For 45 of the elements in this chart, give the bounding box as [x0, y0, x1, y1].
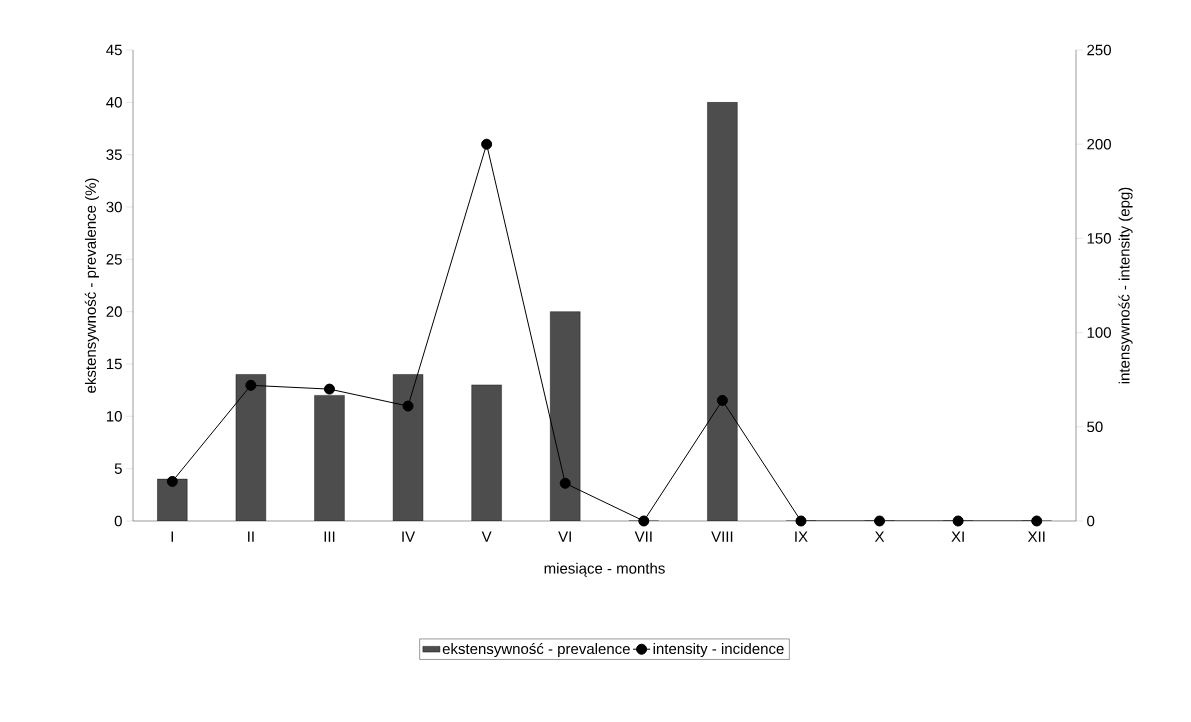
point — [1031, 515, 1043, 527]
x-tick-label: IV — [402, 531, 416, 542]
x-tick-label: I — [171, 531, 173, 542]
y2-axis-title: intensywność - intensity (epg) — [1118, 187, 1133, 384]
y-tick-label: 35 — [106, 149, 122, 160]
point — [716, 394, 728, 406]
x-tick-label: X — [874, 531, 885, 542]
y2-tick-label: 0 — [1087, 515, 1095, 527]
point — [874, 515, 886, 527]
y2-tick-label: 250 — [1087, 44, 1111, 56]
x-tick-label: VIII — [711, 531, 733, 542]
x-tick-label: II — [248, 531, 254, 542]
y-tick-label: 40 — [106, 97, 122, 108]
point — [245, 379, 257, 391]
y-tick-label: 30 — [106, 201, 122, 213]
x-tick-label: XII — [1027, 531, 1045, 542]
legend-label: ekstensywność - prevalence — [442, 642, 630, 658]
y-tick-label: 45 — [106, 44, 122, 56]
x-tick-label: VI — [558, 531, 571, 542]
y-axis-title: ekstensywność - prevalence (%) — [84, 178, 99, 393]
y-tick-label: 25 — [106, 254, 122, 265]
legend-label: intensity - incidence — [653, 643, 784, 657]
y2-tick-label: 100 — [1087, 327, 1111, 338]
y-tick-label: 20 — [106, 306, 122, 317]
y2-tick-label: 50 — [1087, 421, 1103, 433]
x-tick-label: V — [481, 531, 492, 542]
point — [402, 400, 414, 412]
y-tick-label: 5 — [114, 463, 122, 474]
x-tick-label: III — [324, 531, 335, 542]
point — [638, 515, 650, 527]
point — [952, 515, 964, 527]
x-tick-label: IX — [795, 531, 808, 542]
y-tick-label: 0 — [114, 515, 122, 527]
x-tick-label: XI — [951, 531, 964, 542]
y2-tick-label: 150 — [1087, 233, 1111, 244]
point — [559, 477, 571, 489]
point — [795, 515, 807, 527]
y-tick-label: 10 — [106, 411, 122, 422]
y-tick-label: 15 — [106, 358, 122, 370]
point — [166, 475, 178, 487]
x-tick-label: VII — [634, 531, 652, 542]
x-axis-title: miesiące - months — [544, 562, 665, 577]
y2-tick-label: 200 — [1087, 138, 1111, 150]
point — [323, 383, 335, 395]
point — [481, 138, 493, 150]
